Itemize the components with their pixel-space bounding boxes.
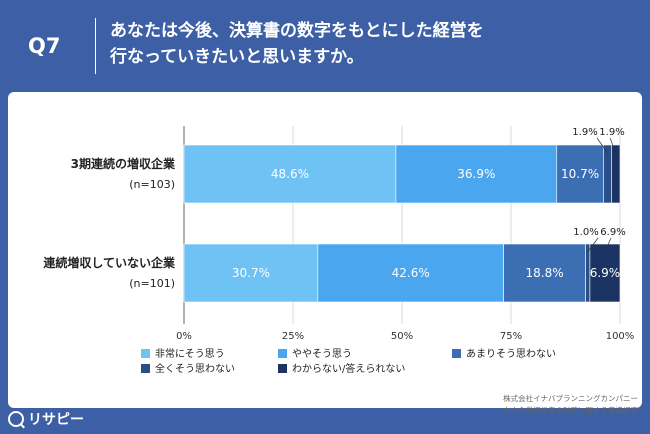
question-line-2: 行なっていきたいと思いますか。	[110, 47, 364, 67]
callout-leader-line	[587, 237, 599, 253]
category-label: 連続増収していない企業	[43, 255, 176, 270]
callout-leader-line	[604, 237, 612, 253]
bar-segment	[317, 243, 504, 303]
legend-label: 全くそう思わない	[155, 362, 235, 375]
source-company: 株式会社イナバプランニングカンパニー	[503, 394, 638, 403]
callout-leader-line	[609, 137, 617, 154]
question-line-1: あなたは今後、決算書の数字をもとにした経営を	[110, 21, 484, 41]
legend-label: わからない/答えられない	[292, 362, 405, 375]
stacked-bar-chart: 0% 25% 50% 75% 100% 3期連続の増収企業 (n=103) 連続増収していない…	[43, 126, 635, 375]
header-divider	[95, 18, 96, 74]
value-label: 1.0%	[573, 227, 598, 238]
bar-segment	[556, 144, 604, 204]
x-tick-label: 50%	[391, 331, 413, 342]
value-label: 30.7%	[232, 266, 270, 280]
callout-leader-line	[596, 137, 608, 154]
category-label: 3期連続の増収企業	[71, 156, 176, 171]
legend-swatch	[141, 349, 150, 358]
legend-label: ややそう思う	[292, 348, 352, 360]
search-icon	[8, 411, 24, 427]
legend-swatch	[141, 364, 150, 373]
bar-segment	[503, 243, 586, 303]
x-tick-label: 25%	[282, 331, 304, 342]
x-tick-label: 0%	[176, 331, 192, 342]
brand-logo-text: リサピー	[28, 412, 84, 428]
legend-label: 非常にそう思う	[155, 347, 225, 360]
source-survey: 中小企業経営者の財務に関する意識調査	[503, 406, 638, 415]
legend-swatch	[452, 349, 461, 358]
header: Q7 あなたは今後、決算書の数字をもとにした経営を 行なっていきたいと思いますか…	[0, 0, 650, 92]
bar-segment	[603, 144, 613, 204]
question-text: あなたは今後、決算書の数字をもとにした経営を 行なっていきたいと思いますか。	[110, 18, 630, 70]
category-n-label: (n=101)	[129, 277, 175, 290]
brand-logo: リサピー	[8, 408, 84, 430]
value-label: 6.9%	[590, 266, 621, 280]
value-label: 48.6%	[271, 167, 309, 181]
x-tick-label: 100%	[606, 331, 635, 342]
bar-segment	[395, 144, 558, 204]
bar-segment	[589, 243, 621, 303]
bar-segment	[183, 243, 319, 303]
bar-segment	[611, 144, 621, 204]
value-label: 10.7%	[561, 167, 599, 181]
value-label: 1.9%	[599, 127, 624, 138]
legend-swatch	[278, 349, 287, 358]
question-id: Q7	[28, 34, 61, 58]
value-label: 1.9%	[572, 127, 597, 138]
value-label: 36.9%	[457, 167, 495, 181]
value-label: 18.8%	[526, 266, 564, 280]
category-n-label: (n=103)	[129, 178, 175, 191]
chart-panel: 0% 25% 50% 75% 100% 3期連続の増収企業 (n=103) 連続増収していない…	[8, 92, 642, 408]
value-label: 6.9%	[600, 227, 625, 238]
x-tick-label: 75%	[500, 331, 522, 342]
legend-label: あまりそう思わない	[466, 348, 556, 360]
legend-swatch	[278, 364, 287, 373]
source-note: 株式会社イナバプランニングカンパニー 中小企業経営者の財務に関する意識調査	[503, 393, 638, 417]
value-label: 42.6%	[392, 266, 430, 280]
bar-segment	[183, 144, 397, 204]
